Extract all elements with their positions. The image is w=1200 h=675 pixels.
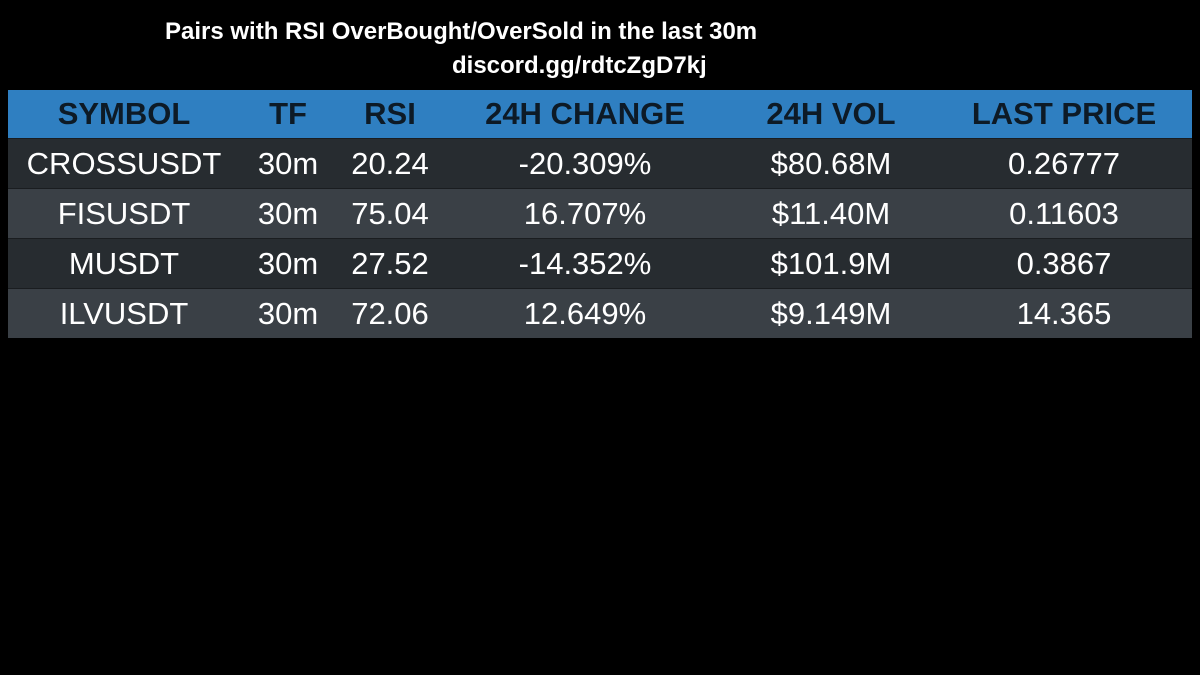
table-cell: 14.365 xyxy=(936,288,1192,338)
table-cell: 16.707% xyxy=(444,188,726,239)
rsi-table: SYMBOL TF RSI 24H CHANGE 24H VOL LAST PRICE C… xyxy=(8,90,1192,338)
table-cell: FISUSDT xyxy=(8,188,240,239)
table-row: MUSDT 30m 27.52 -14.352% $101.9M 0.3867 xyxy=(8,238,1192,289)
table-cell: -20.309% xyxy=(444,138,726,189)
table-row: ILVUSDT 30m 72.06 12.649% $9.149M 14.365 xyxy=(8,288,1192,338)
table-cell: 27.52 xyxy=(336,238,444,289)
table-cell: MUSDT xyxy=(8,238,240,289)
column-header: 24H VOL xyxy=(726,90,936,139)
column-header: 24H CHANGE xyxy=(444,90,726,139)
column-header: SYMBOL xyxy=(8,90,240,139)
table-cell: 30m xyxy=(240,288,336,338)
subtitle: discord.gg/rdtcZgD7kj xyxy=(452,52,707,79)
table-cell: 72.06 xyxy=(336,288,444,338)
table-row: CROSSUSDT 30m 20.24 -20.309% $80.68M 0.26777 xyxy=(8,138,1192,189)
table-cell: $80.68M xyxy=(726,138,936,189)
table-cell: 20.24 xyxy=(336,138,444,189)
table-cell: 0.3867 xyxy=(936,238,1192,289)
table-cell: 12.649% xyxy=(444,288,726,338)
table-cell: $11.40M xyxy=(726,188,936,239)
table-cell: ILVUSDT xyxy=(8,288,240,338)
table-cell: 0.26777 xyxy=(936,138,1192,189)
table-cell: 30m xyxy=(240,188,336,239)
table-cell: -14.352% xyxy=(444,238,726,289)
column-header: RSI xyxy=(336,90,444,139)
header-row: SYMBOL TF RSI 24H CHANGE 24H VOL LAST PRICE xyxy=(8,90,1192,139)
table-row: FISUSDT 30m 75.04 16.707% $11.40M 0.11603 xyxy=(8,188,1192,239)
table-cell: $9.149M xyxy=(726,288,936,338)
table-cell: 0.11603 xyxy=(936,188,1192,239)
title: Pairs with RSI OverBought/OverSold in th… xyxy=(165,18,758,45)
table-cell: $101.9M xyxy=(726,238,936,289)
table-cell: CROSSUSDT xyxy=(8,138,240,189)
column-header: LAST PRICE xyxy=(936,90,1192,139)
table-cell: 30m xyxy=(240,238,336,289)
table-cell: 30m xyxy=(240,138,336,189)
table-cell: 75.04 xyxy=(336,188,444,239)
column-header: TF xyxy=(240,90,336,139)
